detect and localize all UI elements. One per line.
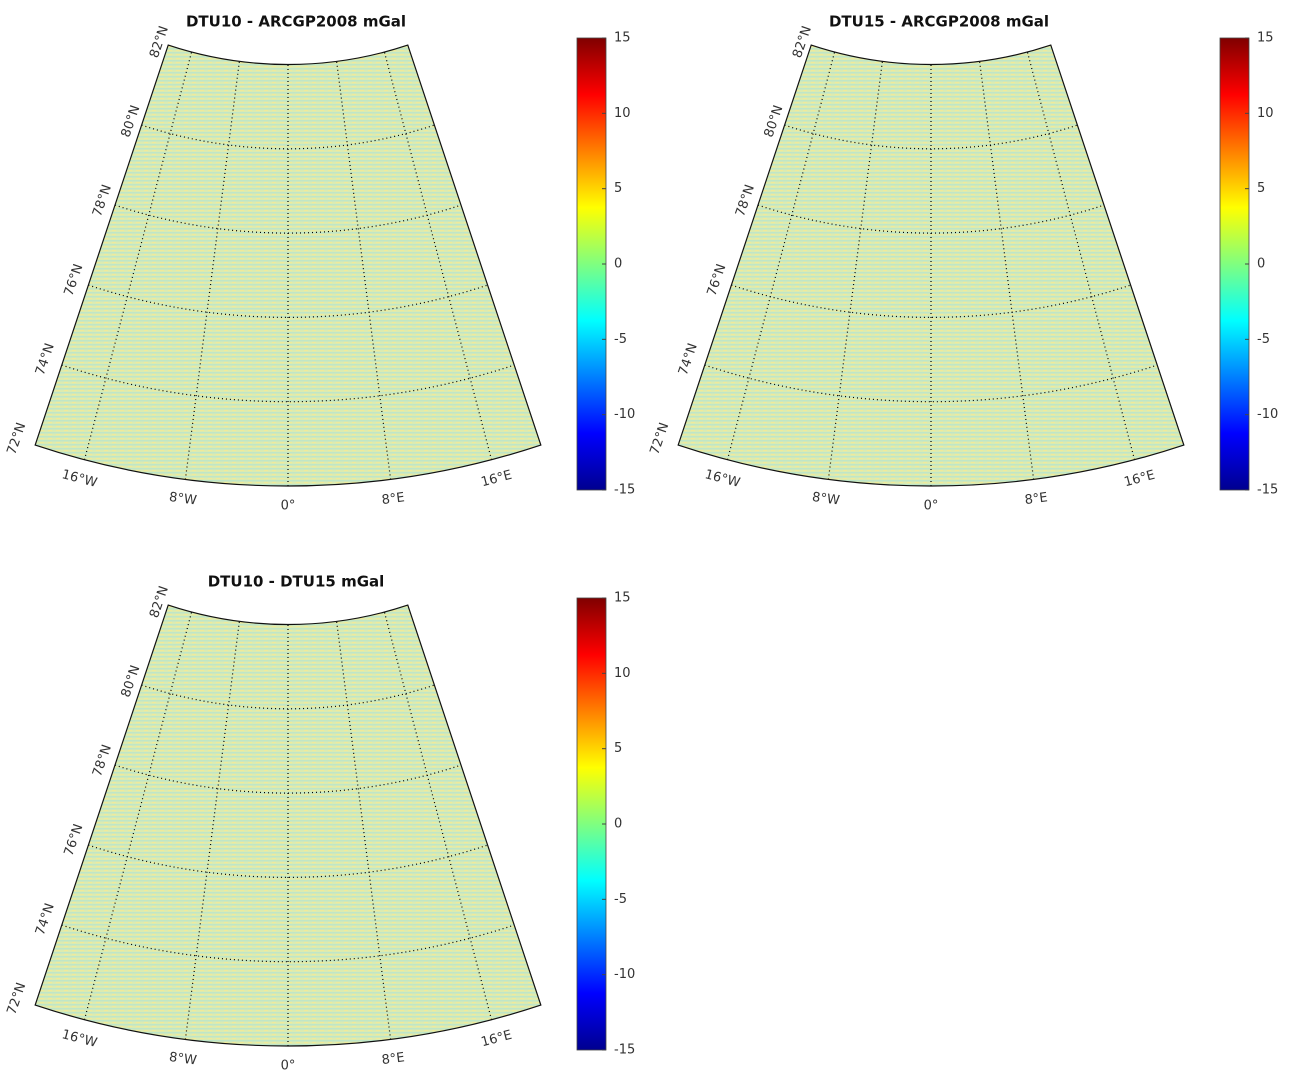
colorbar-tick-label: 5 [1257,181,1265,196]
lon-label: 16°W [703,467,742,491]
colorbar [577,38,606,490]
figure: DTU10 - ARCGP2008 mGal72°N74°N76°N78°N80… [0,0,1296,1071]
panel-title: DTU15 - ARCGP2008 mGal [829,13,1049,31]
lat-label: 76°N [62,822,87,858]
colorbar-tick-label: 15 [614,31,631,46]
lat-label: 78°N [90,183,115,219]
colorbar-tick-label: 0 [614,817,622,832]
lon-label: 16°W [60,1027,99,1051]
lat-label: 72°N [648,421,673,457]
colorbar-tick-label: 5 [614,181,622,196]
lon-label: 16°E [480,468,514,490]
colorbar [1220,38,1249,490]
lon-label: 0° [924,499,939,514]
lat-label: 76°N [62,262,87,298]
colorbar-tick-label: 10 [1257,106,1274,121]
colorbar-tick-label: 5 [614,741,622,756]
lon-label: 0° [281,1059,296,1071]
lon-label: 8°E [381,1050,406,1068]
panel-title: DTU10 - DTU15 mGal [208,573,385,591]
colorbar-tick-label: -10 [614,967,635,982]
lat-label: 72°N [5,421,30,457]
colorbar-tick-label: -15 [614,483,635,498]
colorbar-tick-label: -15 [614,1043,635,1058]
lat-label: 76°N [705,262,730,298]
lon-label: 8°W [168,490,197,508]
colorbar-tick-label: 10 [614,106,631,121]
lat-label: 72°N [5,981,30,1017]
colorbar-tick-label: 15 [1257,31,1274,46]
lat-label: 78°N [733,183,758,219]
lat-label: 74°N [33,341,58,377]
colorbar-tick-label: -5 [1257,332,1270,347]
map-panel: DTU15 - ARCGP2008 mGal72°N74°N76°N78°N80… [648,13,1279,514]
colorbar-tick-label: -10 [614,407,635,422]
lat-label: 74°N [33,901,58,937]
colorbar-tick-label: 15 [614,591,631,606]
colorbar-tick-label: -5 [614,892,627,907]
lon-label: 8°E [381,490,406,508]
colorbar-tick-label: 0 [614,257,622,272]
lon-label: 8°W [811,490,840,508]
colorbar [577,598,606,1050]
colorbar-tick-label: -10 [1257,407,1278,422]
lon-label: 16°E [480,1028,514,1050]
lon-label: 8°W [168,1050,197,1068]
colorbar-tick-label: -15 [1257,483,1278,498]
lat-label: 78°N [90,743,115,779]
colorbar-tick-label: -5 [614,332,627,347]
panel-title: DTU10 - ARCGP2008 mGal [186,13,406,31]
map-panel: DTU10 - DTU15 mGal72°N74°N76°N78°N80°N82… [5,573,636,1071]
lon-label: 0° [281,499,296,514]
map-panel: DTU10 - ARCGP2008 mGal72°N74°N76°N78°N80… [5,13,636,514]
colorbar-tick-label: 0 [1257,257,1265,272]
colorbar-tick-label: 10 [614,666,631,681]
lon-label: 16°W [60,467,99,491]
lat-label: 74°N [676,341,701,377]
lon-label: 16°E [1123,468,1157,490]
lon-label: 8°E [1024,490,1049,508]
